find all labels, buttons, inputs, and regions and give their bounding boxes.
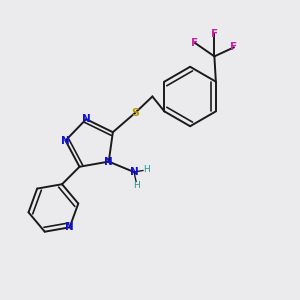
Text: F: F <box>230 43 237 52</box>
Text: F: F <box>191 38 199 48</box>
Text: H: H <box>134 181 140 190</box>
Text: S: S <box>131 108 139 118</box>
Text: F: F <box>211 29 218 39</box>
Text: H: H <box>143 165 150 174</box>
Text: N: N <box>82 114 91 124</box>
Text: N: N <box>61 136 70 146</box>
Text: N: N <box>130 167 138 177</box>
Text: N: N <box>65 222 74 232</box>
Text: N: N <box>104 157 113 166</box>
